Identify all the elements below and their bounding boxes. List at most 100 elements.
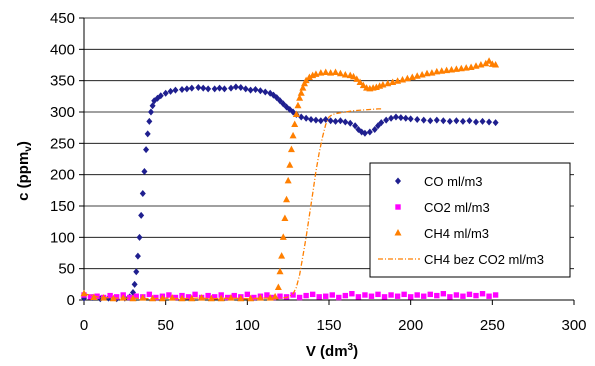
data-point-1-55: [440, 291, 447, 297]
data-point-2-32: [292, 110, 300, 118]
data-point-2-21: [274, 283, 282, 290]
x-axis-title-close: ): [353, 343, 358, 360]
series-2: [80, 57, 500, 302]
data-point-1-59: [466, 291, 473, 298]
data-point-2-51: [356, 78, 364, 86]
data-point-1-45: [375, 291, 381, 298]
legend-label-0: CO ml/m3: [424, 174, 483, 189]
data-point-2-47: [341, 71, 349, 78]
data-point-0-84: [459, 117, 466, 125]
data-point-1-61: [479, 291, 486, 297]
legend-label-3: CH4 bez CO2 ml/m3: [424, 252, 544, 267]
data-point-2-25: [281, 214, 289, 222]
data-point-2-35: [297, 89, 305, 96]
data-point-0-16: [144, 130, 151, 138]
data-point-0-58: [327, 117, 334, 125]
data-point-2-73: [452, 65, 460, 72]
data-point-0-75: [402, 114, 409, 122]
data-point-2-5: [129, 294, 137, 302]
data-point-1-5: [113, 294, 120, 300]
data-point-1-13: [166, 292, 172, 298]
legend-swatch-2: [394, 229, 402, 236]
data-point-0-26: [179, 85, 185, 93]
data-point-2-69: [433, 67, 441, 75]
data-point-2-79: [482, 59, 490, 67]
data-point-1-62: [486, 293, 492, 299]
data-point-1-63: [492, 292, 499, 298]
data-point-2-45: [332, 68, 340, 76]
data-point-0-24: [167, 87, 174, 95]
data-point-2-71: [443, 66, 451, 74]
data-point-0-71: [383, 116, 390, 124]
x-tick-label-100: 100: [235, 317, 260, 334]
data-point-2-80: [485, 57, 493, 64]
data-point-1-23: [231, 292, 237, 299]
data-point-2-42: [317, 69, 325, 76]
data-point-0-62: [347, 119, 354, 127]
data-point-2-28: [286, 161, 294, 168]
data-point-1-51: [414, 292, 420, 298]
data-point-0-22: [157, 92, 164, 100]
data-point-0-32: [211, 85, 218, 93]
data-point-0-53: [303, 114, 310, 122]
data-point-2-44: [327, 69, 335, 76]
data-point-0-83: [453, 117, 460, 125]
x-tick-label-200: 200: [398, 317, 423, 334]
data-point-0-13: [139, 189, 146, 197]
data-point-1-30: [277, 293, 283, 299]
data-point-0-28: [188, 84, 195, 92]
data-point-2-12: [198, 294, 206, 301]
data-point-2-74: [457, 64, 465, 72]
data-point-1-4: [107, 292, 113, 299]
data-point-0-74: [397, 114, 404, 122]
series-3: [83, 108, 382, 300]
data-point-2-11: [188, 294, 196, 302]
data-point-1-35: [309, 291, 316, 298]
x-axis-title-main: V (dm: [306, 343, 348, 360]
data-point-2-22: [276, 267, 284, 275]
data-point-0-85: [466, 117, 473, 125]
data-point-0-9: [133, 268, 140, 276]
data-point-0-61: [342, 118, 349, 126]
y-tick-label-50: 50: [58, 261, 75, 278]
data-point-1-54: [434, 292, 440, 299]
data-point-1-53: [427, 291, 433, 298]
data-point-0-81: [440, 117, 447, 125]
data-point-1-47: [388, 292, 394, 298]
data-point-2-31: [291, 120, 299, 128]
data-point-1-8: [133, 293, 139, 299]
data-point-1-7: [127, 294, 133, 301]
data-point-0-36: [232, 83, 239, 91]
data-point-1-49: [401, 291, 407, 298]
data-point-1-50: [407, 294, 414, 300]
data-point-2-78: [477, 61, 485, 68]
data-point-2-18: [256, 294, 264, 301]
data-point-2-67: [423, 69, 431, 77]
grid-lines: [84, 17, 574, 270]
data-point-0-31: [205, 85, 212, 93]
data-point-1-26: [251, 294, 257, 301]
y-tick-label-400: 400: [50, 41, 75, 58]
data-point-1-19: [205, 292, 211, 299]
series-0: [81, 83, 499, 303]
data-point-0-87: [479, 117, 486, 125]
x-tick-label-50: 50: [157, 317, 174, 334]
data-point-1-16: [185, 294, 192, 300]
x-axis-title-superscript: 3: [348, 342, 354, 353]
data-point-2-50: [353, 75, 361, 82]
data-point-0-42: [262, 88, 269, 96]
x-tick-label-0: 0: [80, 317, 88, 334]
y-tick-label-250: 250: [50, 135, 75, 152]
data-point-2-49: [350, 72, 357, 80]
legend-box: [369, 162, 571, 278]
data-point-0-10: [134, 252, 141, 260]
data-point-1-42: [355, 294, 362, 300]
data-point-2-70: [438, 67, 446, 74]
data-point-0-18: [147, 108, 154, 116]
data-point-0-77: [414, 116, 421, 124]
data-point-2-43: [322, 68, 330, 76]
data-point-0-88: [486, 118, 493, 126]
data-point-1-46: [381, 294, 388, 300]
y-axis-title: c (ppmv): [15, 141, 34, 201]
